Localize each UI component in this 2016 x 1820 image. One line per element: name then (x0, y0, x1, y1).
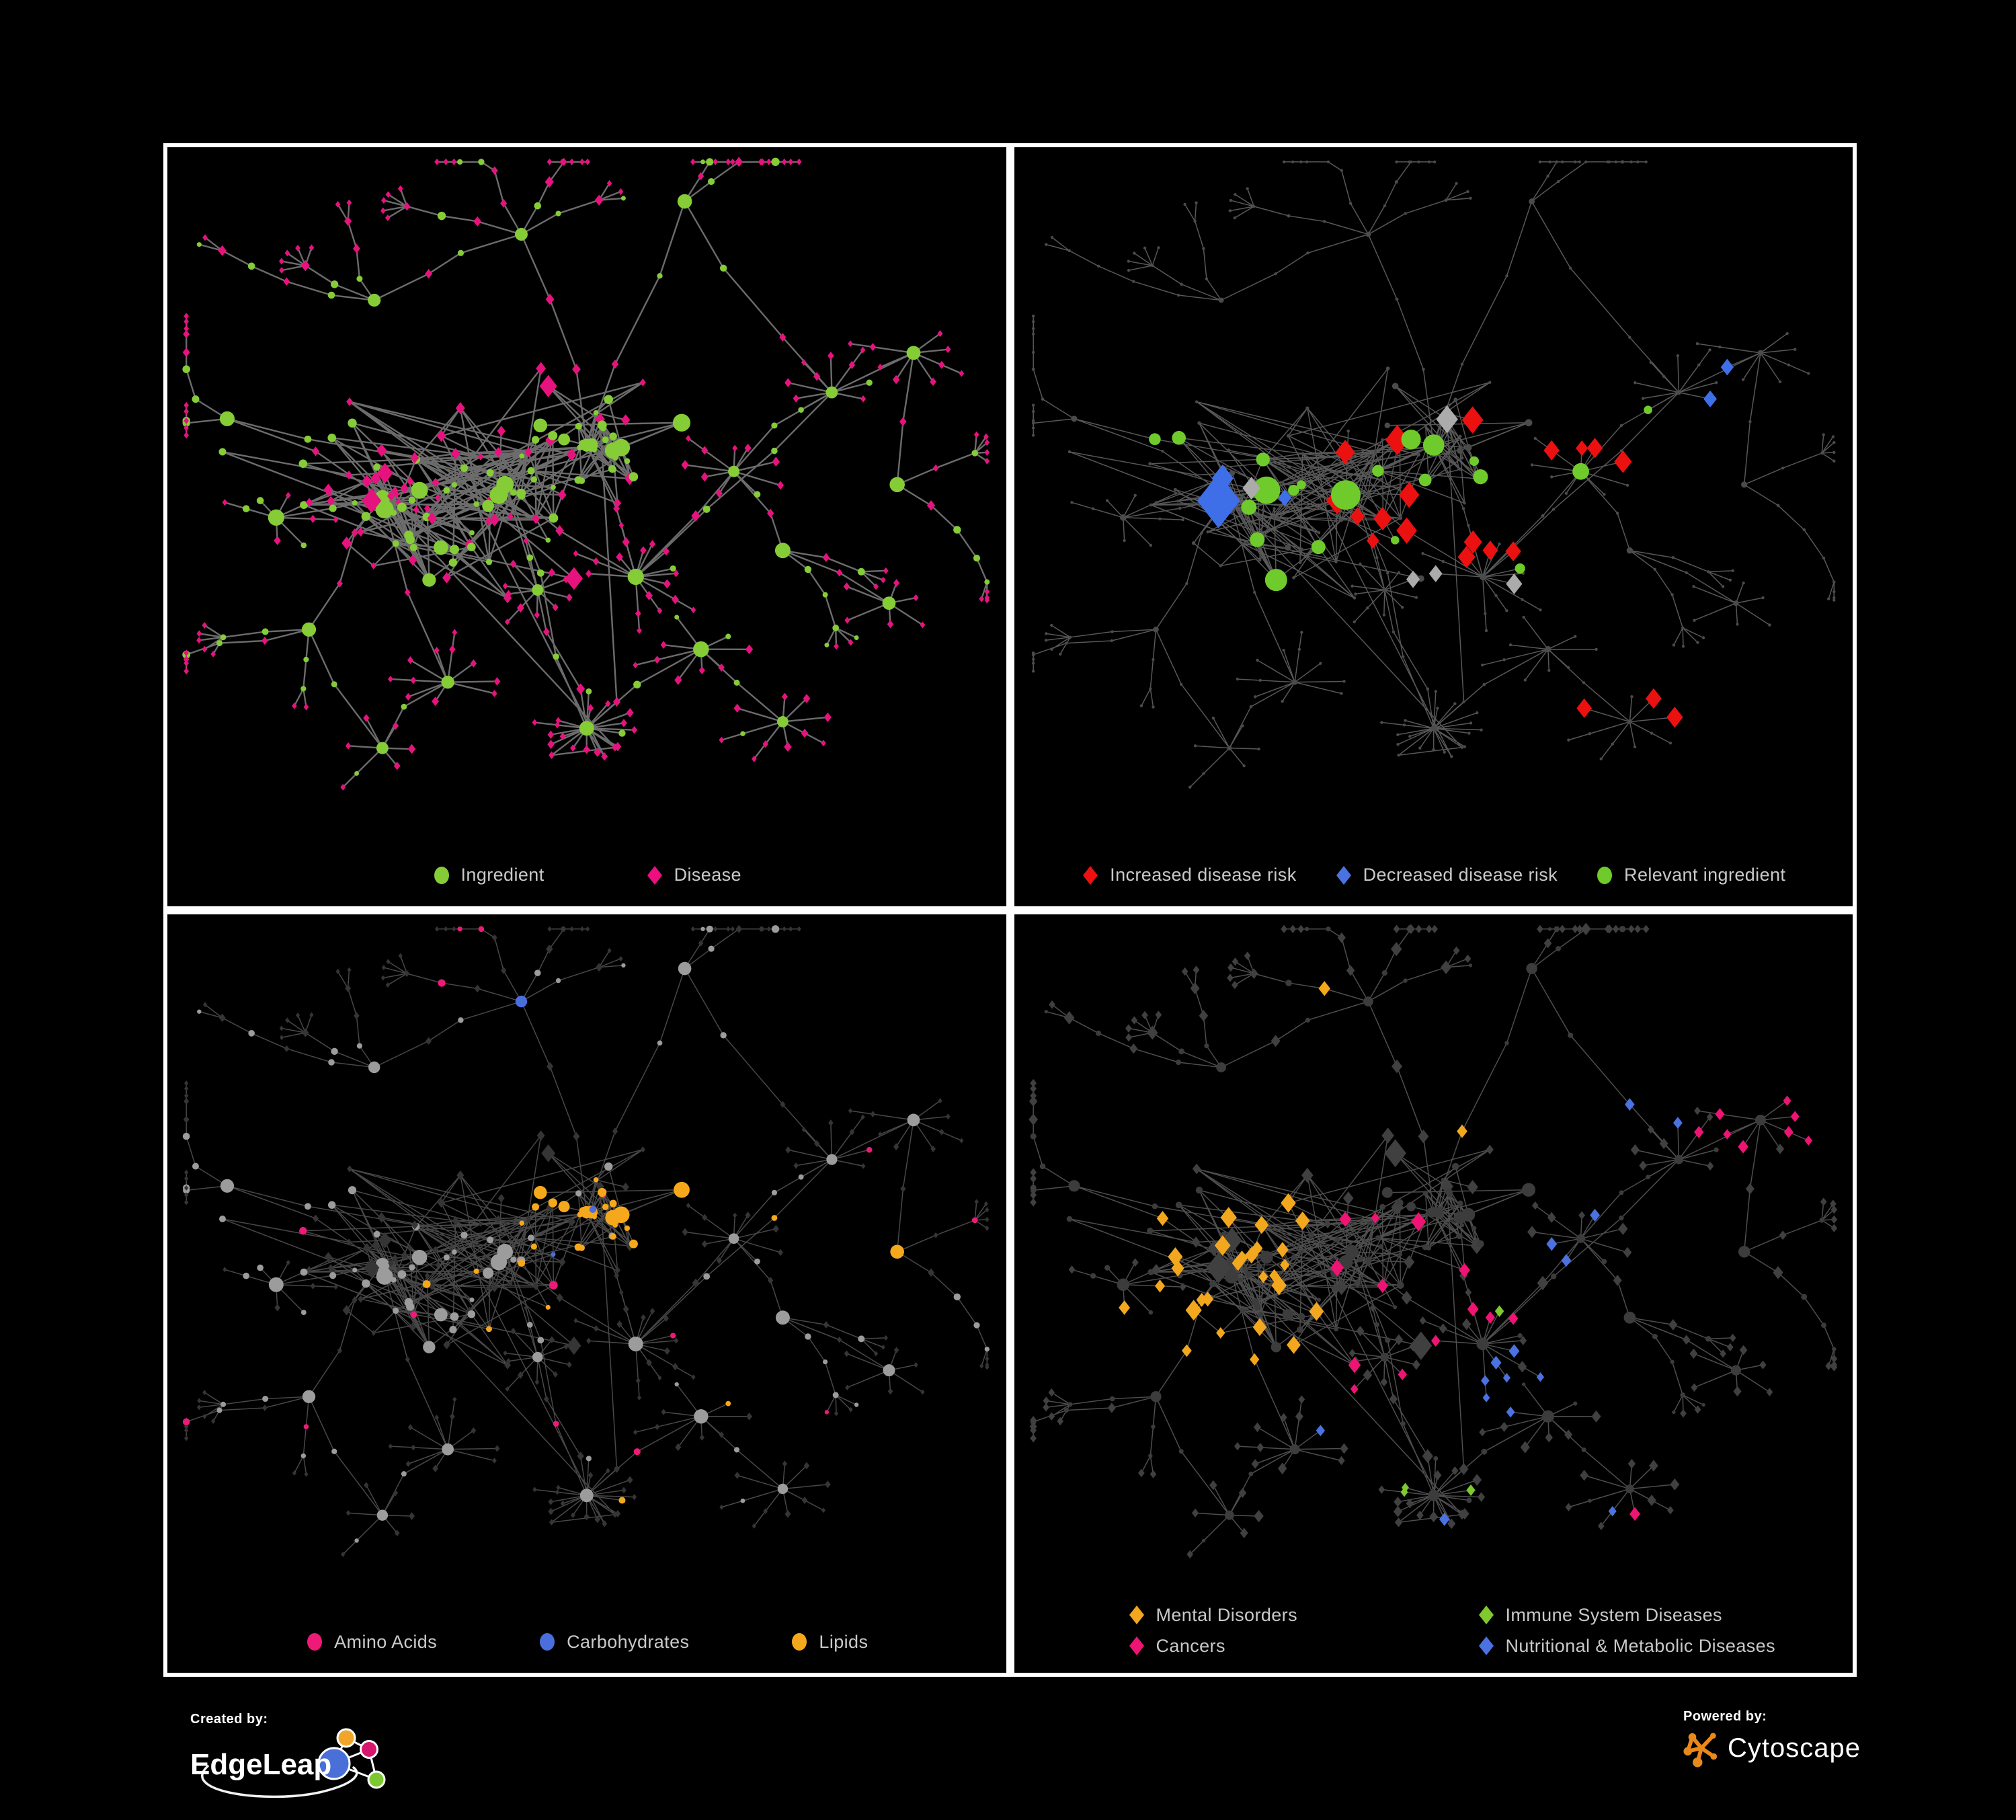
legend-label: Disease (674, 865, 741, 885)
legend-item-lipids: Lipids (790, 1631, 868, 1653)
edgeleap-orange-node (336, 1728, 356, 1748)
edge-layer (1032, 928, 1834, 1554)
panel-nutrient-classes: Amino Acids Carbohydrates Lipids (163, 910, 1010, 1677)
immune-system-diseases-diamond-icon (1478, 1606, 1494, 1624)
legend-label: Nutritional & Metabolic Diseases (1505, 1635, 1775, 1656)
carbohydrates-circle-icon (540, 1633, 555, 1651)
edgeleap-swoosh (201, 1765, 358, 1798)
network-canvas-disease-risk (1031, 160, 1836, 789)
legend-disease-risk: Increased disease risk Decreased disease… (1018, 865, 1849, 886)
legend-label: Mental Disorders (1156, 1604, 1297, 1625)
legend-ingredient-disease: Ingredient Disease (171, 865, 1002, 886)
nutritional-metabolic-diseases-diamond-icon (1478, 1636, 1494, 1655)
highlight-node-layer (1148, 358, 1734, 728)
network-canvas-nutrient-classes (182, 924, 990, 1557)
legend-item-nutritional-metabolic-diseases: Nutritional & Metabolic Diseases (1477, 1635, 1847, 1657)
credit-powered-by: Powered by: Cytoscape (1683, 1709, 1861, 1768)
panel-disease-classes: Mental Disorders Immune System Diseases … (1010, 910, 1857, 1677)
increased-risk-diamond-icon (1083, 865, 1098, 885)
legend-label: Decreased disease risk (1363, 865, 1558, 885)
node-layer (182, 924, 990, 1557)
panel-ingredient-disease: Ingredient Disease (163, 143, 1010, 910)
node-layer (182, 157, 990, 791)
legend-item-disease: Disease (645, 865, 741, 886)
legend-item-increased-risk: Increased disease risk (1081, 865, 1296, 886)
legend-nutrient-classes: Amino Acids Carbohydrates Lipids (171, 1631, 1002, 1653)
network-figure-grid: Ingredient Disease Increased disease ris… (163, 143, 1857, 1677)
legend-item-immune-system-diseases: Immune System Diseases (1477, 1604, 1847, 1626)
edgeleap-logo: EdgeLeap (190, 1728, 386, 1798)
legend-item-mental-disorders: Mental Disorders (1127, 1604, 1477, 1626)
network-canvas-disease-classes (1028, 922, 1837, 1558)
legend-item-decreased-risk: Decreased disease risk (1334, 865, 1558, 886)
edge-layer (186, 928, 988, 1554)
cytoscape-wordmark: Cytoscape (1728, 1733, 1861, 1763)
highlight-node-layer (1118, 980, 1812, 1526)
edgeleap-wordmark: EdgeLeap (190, 1748, 331, 1781)
edgeleap-glyph-nodes (317, 1728, 386, 1789)
legend-label: Cancers (1156, 1635, 1225, 1656)
legend-label: Lipids (819, 1631, 869, 1652)
ingredient-circle-icon (434, 866, 449, 884)
cytoscape-brand-row: Cytoscape (1683, 1729, 1861, 1768)
legend-label: Increased disease risk (1110, 865, 1297, 885)
edgeleap-blue-node (317, 1747, 351, 1780)
credit-created-by: Created by: EdgeLeap (190, 1712, 392, 1798)
edge-layer (1032, 161, 1834, 788)
legend-label: Relevant ingredient (1624, 865, 1786, 885)
cancers-diamond-icon (1129, 1636, 1144, 1655)
relevant-ingredient-circle-icon (1597, 866, 1613, 884)
disease-diamond-icon (647, 865, 662, 885)
legend-label: Ingredient (460, 865, 545, 885)
cytoscape-logo-icon (1683, 1733, 1718, 1768)
lipids-circle-icon (792, 1633, 807, 1651)
legend-label: Amino Acids (334, 1631, 438, 1652)
edgeleap-green-node (367, 1770, 386, 1789)
network-canvas-ingredient-disease (182, 157, 990, 791)
legend-disease-classes: Mental Disorders Immune System Diseases … (1127, 1604, 1847, 1657)
legend-label: Immune System Diseases (1505, 1604, 1722, 1625)
highlight-node-layer (182, 925, 978, 1504)
legend-item-cancers: Cancers (1127, 1635, 1477, 1657)
legend-label: Carbohydrates (567, 1631, 690, 1652)
amino-acids-circle-icon (307, 1633, 323, 1651)
legend-item-ingredient: Ingredient (432, 865, 545, 886)
node-layer (1028, 922, 1837, 1558)
edgeleap-magenta-node (360, 1740, 378, 1759)
legend-item-relevant-ingredient: Relevant ingredient (1595, 865, 1785, 886)
created-by-label: Created by: (190, 1712, 268, 1727)
powered-by-label: Powered by: (1683, 1709, 1767, 1724)
decreased-risk-diamond-icon (1336, 865, 1351, 885)
panel-disease-risk: Increased disease risk Decreased disease… (1010, 143, 1857, 910)
legend-item-carbohydrates: Carbohydrates (538, 1631, 689, 1653)
node-layer (1031, 160, 1836, 789)
mental-disorders-diamond-icon (1129, 1606, 1144, 1624)
legend-item-amino-acids: Amino Acids (305, 1631, 437, 1653)
